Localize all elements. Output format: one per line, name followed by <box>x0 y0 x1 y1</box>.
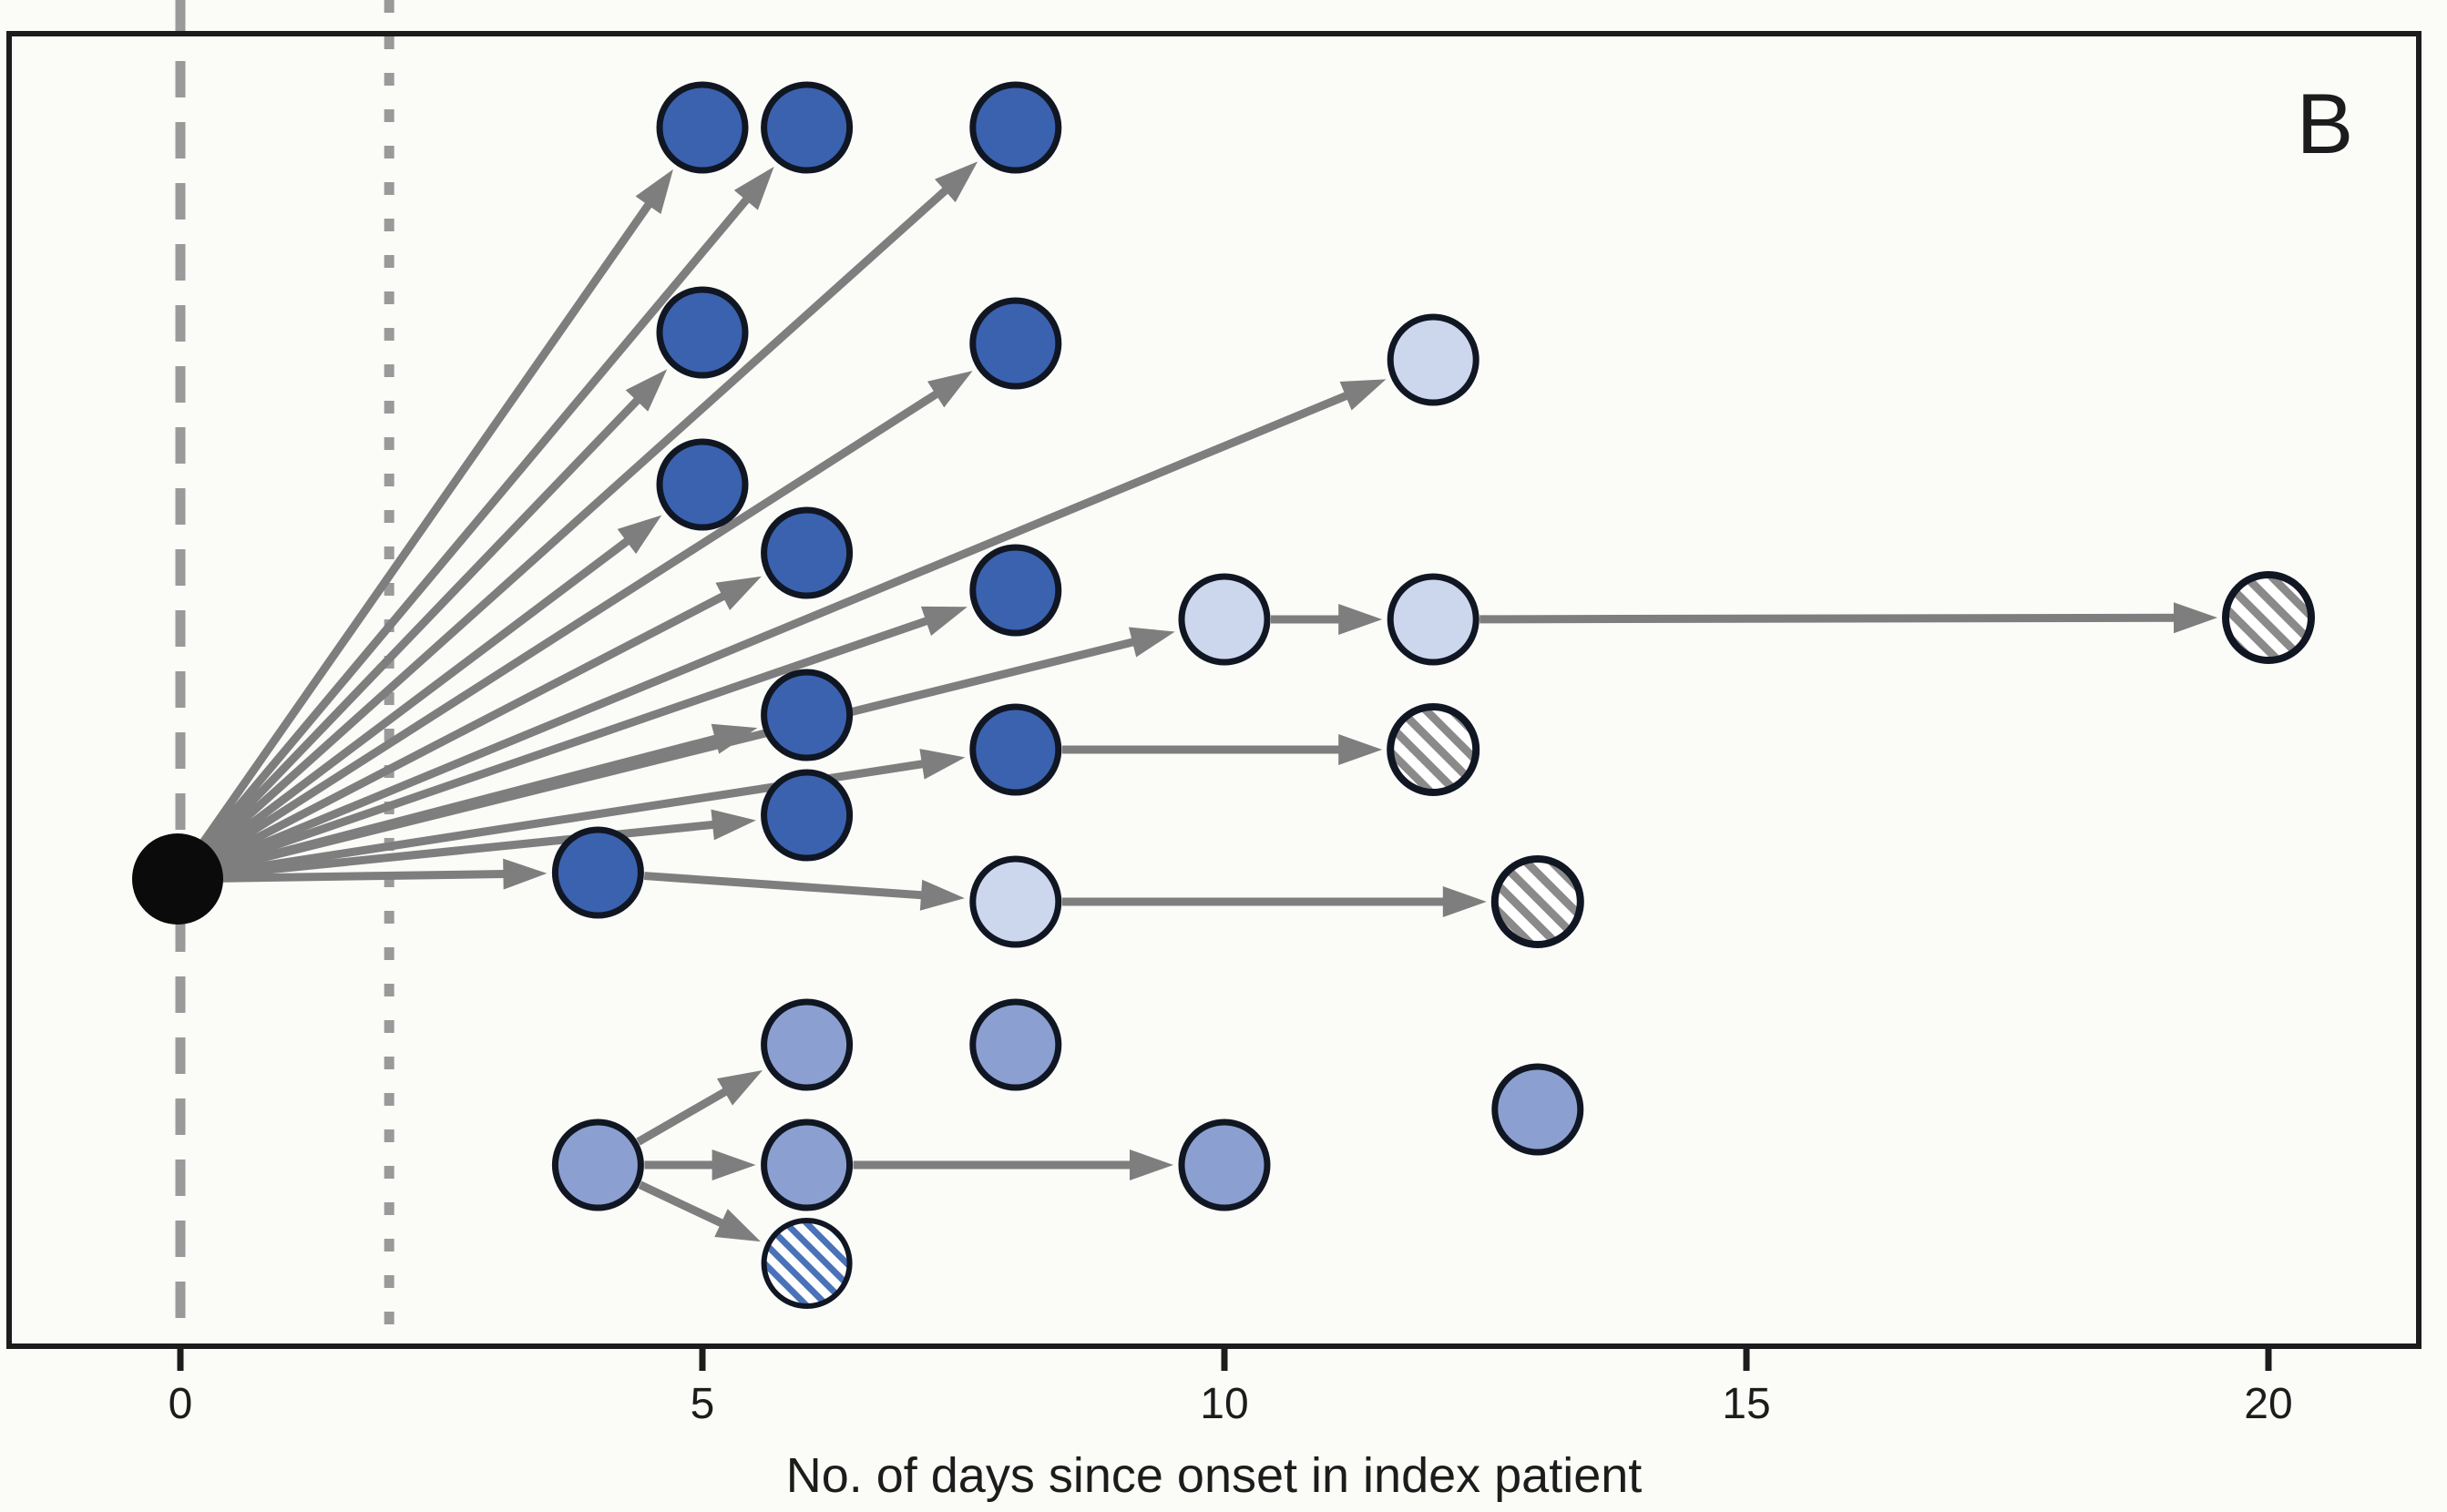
panel-label: B <box>2297 76 2354 171</box>
case-node-dark <box>656 286 749 379</box>
transmission-arrow-head <box>935 161 978 203</box>
transmission-arrow-head <box>711 723 758 754</box>
transmission-arrow-head <box>617 515 662 555</box>
transmission-arrow-shaft <box>189 181 955 869</box>
case-node-dark <box>551 826 644 919</box>
case-node-dark <box>761 81 854 174</box>
case-node-medium <box>1491 1063 1584 1156</box>
case-node-dark <box>656 438 749 531</box>
case-node-medium <box>761 998 854 1091</box>
case-node-dark <box>761 769 854 862</box>
transmission-arrow-shaft <box>1479 613 2184 624</box>
index-case-dot <box>132 833 223 925</box>
transmission-arrow-shaft <box>195 614 937 877</box>
case-node-medium <box>1178 1119 1271 1211</box>
transmission-arrow-head <box>920 606 968 636</box>
case-node-dark <box>969 703 1062 796</box>
transmission-arrow-head <box>2173 602 2218 634</box>
transmission-arrow-shaft <box>643 872 931 900</box>
case-node-dark <box>969 544 1062 637</box>
case-node-dark <box>969 297 1062 390</box>
transmission-arrow-shaft <box>197 820 722 882</box>
case-node-hatched-gray <box>1387 703 1480 796</box>
case-node-hatched-blue <box>761 1218 853 1309</box>
transmission-arrow-head <box>927 371 973 408</box>
x-tick-label: 20 <box>2244 1380 2292 1428</box>
case-node-light <box>1387 573 1479 666</box>
transmission-arrow-shaft <box>196 732 725 878</box>
transmission-arrow-head <box>919 879 965 911</box>
transmission-arrow-shaft <box>638 1180 732 1231</box>
transmission-arrow-shaft <box>194 388 1357 875</box>
transmission-arrow-head <box>1130 1149 1173 1180</box>
transmission-arrow-head <box>625 369 668 412</box>
transmission-arrow-head <box>716 1069 763 1106</box>
transmission-arrow-shaft <box>192 385 947 872</box>
transmission-arrow-shaft <box>193 588 733 873</box>
transmission-arrow-head <box>1339 379 1387 411</box>
transmission-arrow-shaft <box>190 532 637 871</box>
x-tick-label: 5 <box>691 1380 715 1428</box>
x-tick-label: 10 <box>1200 1380 1248 1428</box>
transmission-arrow-shaft <box>188 391 647 868</box>
case-node-dark <box>761 506 854 599</box>
transmission-arrow-head <box>1338 734 1383 765</box>
transmission-arrow-head <box>635 169 673 215</box>
case-node-dark <box>656 81 749 174</box>
x-tick-label: 15 <box>1722 1380 1770 1428</box>
transmission-arrow-head <box>714 1209 761 1242</box>
transmission-arrow-head <box>733 166 774 210</box>
transmission-arrow-head <box>712 1149 756 1180</box>
case-node-light <box>1178 573 1271 666</box>
transmission-arrow-head <box>1338 604 1383 635</box>
transmission-arrow-shaft <box>185 195 657 865</box>
transmission-arrow-head <box>919 749 966 780</box>
transmission-arrow-shaft <box>636 1084 735 1146</box>
x-axis-title: No. of days since onset in index patient <box>786 1448 1643 1503</box>
transmission-arrow-head <box>715 576 762 610</box>
transmission-arrow-shaft <box>197 869 513 884</box>
transmission-arrow-head <box>503 858 548 890</box>
transmission-arrow-shaft <box>187 190 755 867</box>
case-node-dark <box>969 81 1062 174</box>
case-node-dark <box>761 669 854 761</box>
case-node-light <box>1387 313 1479 406</box>
x-tick-label: 0 <box>169 1380 193 1428</box>
case-node-medium <box>551 1119 644 1211</box>
transmission-arrow-head <box>1442 886 1487 917</box>
case-node-hatched-gray <box>2222 571 2315 664</box>
case-node-medium <box>969 998 1062 1091</box>
case-node-light <box>969 855 1062 948</box>
case-node-medium <box>761 1119 854 1211</box>
case-node-hatched-gray <box>1490 855 1584 948</box>
transmission-arrow-head <box>1128 627 1175 658</box>
transmission-arrow-head <box>711 809 756 841</box>
